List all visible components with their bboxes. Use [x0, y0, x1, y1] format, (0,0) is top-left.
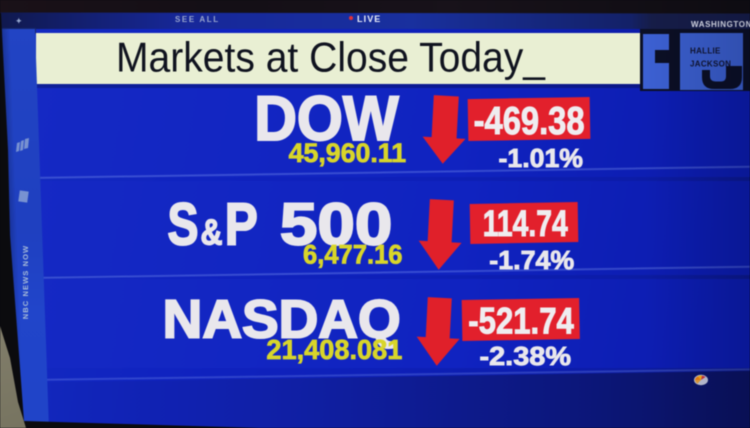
- svg-text:-521.74: -521.74: [468, 300, 574, 342]
- svg-text:JACKSON: JACKSON: [690, 60, 731, 69]
- svg-text:-1.74%: -1.74%: [489, 245, 574, 275]
- svg-text:500: 500: [280, 192, 393, 258]
- svg-text:S: S: [168, 192, 199, 258]
- svg-text:DOW: DOW: [254, 84, 399, 154]
- svg-text:-1.01%: -1.01%: [499, 143, 584, 173]
- svg-text:HALLIE: HALLIE: [690, 47, 721, 56]
- svg-text:Markets at Close Today_: Markets at Close Today_: [116, 34, 546, 81]
- svg-text:114.74: 114.74: [483, 202, 568, 244]
- svg-text:-469.38: -469.38: [474, 100, 585, 143]
- svg-text:6,477.16: 6,477.16: [303, 240, 403, 270]
- svg-text:-2.38%: -2.38%: [480, 341, 572, 371]
- svg-text:45,960.11: 45,960.11: [289, 138, 407, 168]
- svg-text:&: &: [201, 212, 223, 253]
- svg-text:NASDAQ: NASDAQ: [163, 290, 401, 350]
- svg-text:P: P: [225, 192, 258, 258]
- svg-text:21,408.081: 21,408.081: [266, 334, 402, 365]
